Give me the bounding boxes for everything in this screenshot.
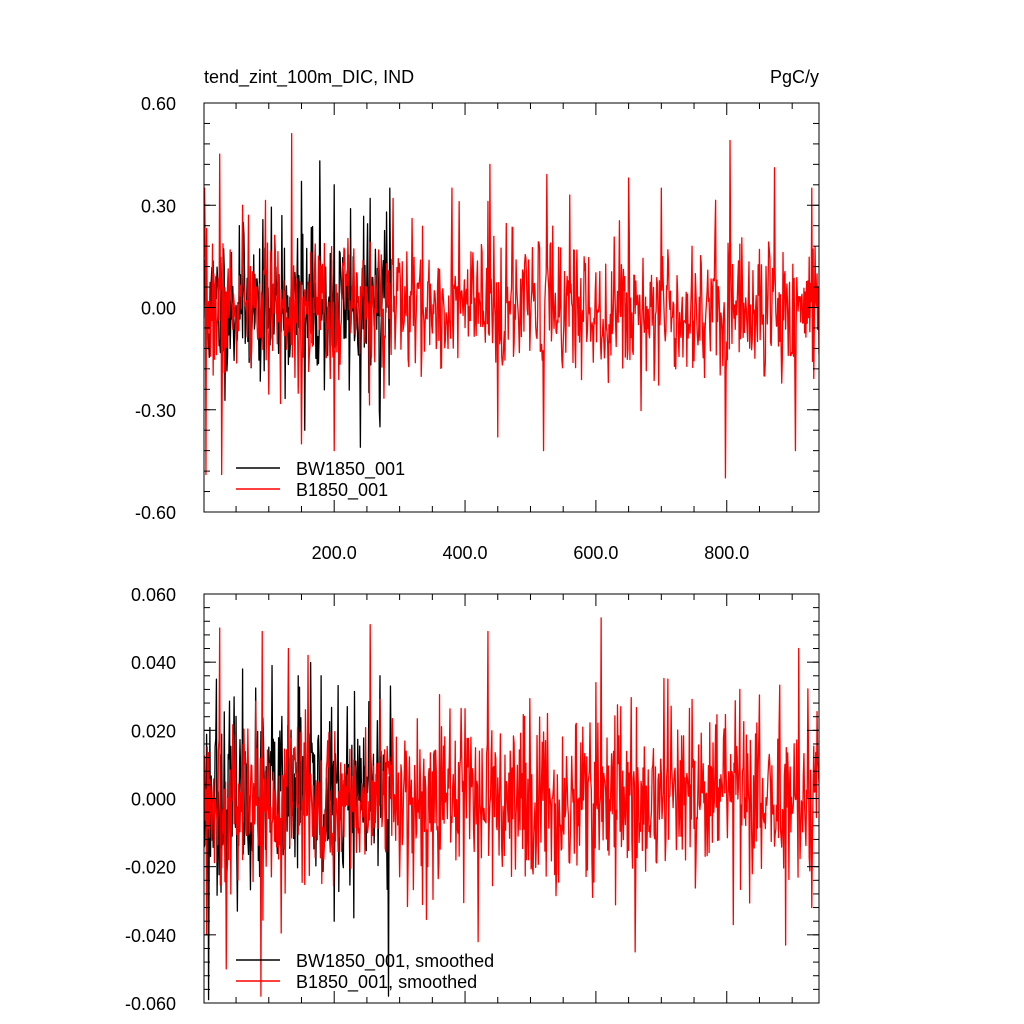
bottom-panel-ticks: -0.060 -0.040 -0.020 0.000 0.020 0.040 0.060 [125, 585, 819, 1014]
bottom-panel: -0.060 -0.040 -0.020 0.000 0.020 0.040 0.060 B… [125, 585, 820, 1014]
y-tick-label: -0.60 [135, 503, 176, 523]
y-tick-label: 0.00 [141, 299, 176, 319]
y-tick-label: -0.020 [125, 858, 176, 878]
y-tick-label: 0.040 [131, 653, 176, 673]
bottom-panel-series [204, 617, 819, 1001]
y-tick-label: 0.000 [131, 790, 176, 810]
y-tick-label: 0.020 [131, 721, 176, 741]
series-line-b1850-001 [204, 617, 819, 997]
top-panel-frame [203, 102, 820, 513]
x-tick-label: 200.0 [312, 543, 357, 563]
legend-label: B1850_001, smoothed [296, 972, 477, 993]
legend-label: B1850_001 [296, 480, 388, 501]
x-tick-label: 800.0 [704, 543, 749, 563]
top-panel-units: PgC/y [770, 67, 819, 87]
legend-label: BW1850_001, smoothed [296, 951, 494, 972]
y-tick-label: -0.040 [125, 926, 176, 946]
y-tick-label: 0.60 [141, 94, 176, 114]
top-panel: tend_zint_100m_DIC, IND PgC/y -0.60 -0.30… [135, 67, 820, 563]
y-tick-label: -0.060 [125, 994, 176, 1014]
top-panel-title: tend_zint_100m_DIC, IND [204, 67, 414, 88]
x-tick-label: 600.0 [573, 543, 618, 563]
y-tick-label: -0.30 [135, 401, 176, 421]
legend-label: BW1850_001 [296, 459, 405, 480]
x-tick-label: 400.0 [443, 543, 488, 563]
series-line-b1850-001 [204, 133, 819, 479]
top-panel-ticks: -0.60 -0.30 0.00 0.30 0.60 200.0 400.0 600.0 800… [135, 94, 819, 563]
y-tick-label: 0.060 [131, 585, 176, 605]
top-panel-series [204, 133, 819, 479]
bottom-panel-frame [203, 593, 820, 1004]
y-tick-label: 0.30 [141, 196, 176, 216]
